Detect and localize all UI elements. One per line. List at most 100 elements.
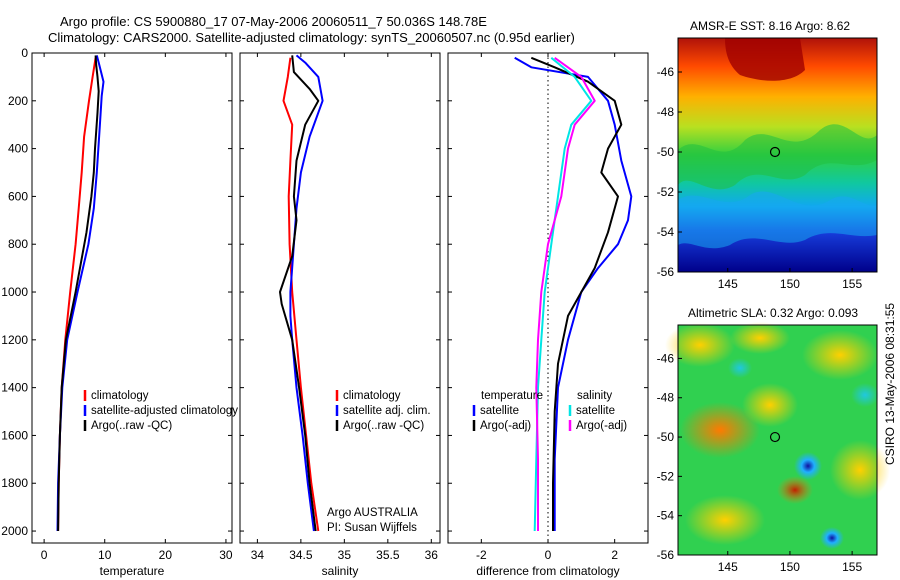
- legend-item-label: Argo(..raw -QC): [91, 420, 172, 432]
- figure-title-line1: Argo profile: CS 5900880_17 07-May-2006 …: [60, 14, 487, 29]
- x-tick-label: 35.5: [376, 548, 400, 562]
- x-tick-label: 2: [611, 548, 618, 562]
- map-y-tick-label: -46: [657, 65, 675, 79]
- legend-item-label: Argo(-adj): [480, 420, 531, 432]
- x-tick-label: 36: [425, 548, 439, 562]
- salinity-plot: 34 34.5 35 35.5 36 salinity climatology satelli…: [239, 52, 441, 578]
- legend-item-label: climatology: [343, 390, 401, 402]
- y-tick-label: 0: [21, 46, 28, 60]
- series-line: [57, 55, 100, 532]
- series-line: [514, 56, 633, 531]
- series-line: [535, 56, 596, 531]
- x-axis-label: temperature: [100, 564, 165, 578]
- legend-item-label: climatology: [91, 390, 149, 402]
- y-tick-label: 1600: [1, 428, 28, 442]
- temperature-plot: 0 10 20 30 0 200 400 600 800 1000 1200 1400 1600 1800…: [1, 46, 238, 578]
- map-y-tick-label: -54: [657, 225, 675, 239]
- sla-blob: [742, 383, 798, 427]
- x-tick-label: 34.5: [289, 548, 313, 562]
- legend-item-label: Argo(-adj): [576, 420, 627, 432]
- sla-map-frame: [677, 324, 878, 556]
- map-y-tick-label: -46: [657, 351, 675, 365]
- map-y-tick-label: -48: [657, 391, 675, 405]
- x-tick-label: 10: [98, 548, 112, 562]
- sst-warm-patch: [725, 38, 805, 81]
- sla-blob: [680, 402, 760, 458]
- y-tick-label: 1200: [1, 333, 28, 347]
- legend-item-label: satellite: [576, 405, 615, 417]
- map-y-tick-label: -50: [657, 430, 675, 444]
- y-tick-label: 200: [8, 94, 28, 108]
- difference-plot: -2 0 2 difference from climatology temperatu…: [447, 52, 649, 578]
- sst-argo-marker: [769, 146, 781, 158]
- x-axis-label: difference from climatology: [476, 564, 619, 578]
- legend: climatology satellite adj. clim. Argo(..ra…: [335, 390, 431, 432]
- sla-blob: [777, 476, 813, 504]
- y-tick-label: 2000: [1, 524, 28, 538]
- y-tick-label: 1000: [1, 285, 28, 299]
- sst-map-frame: [677, 37, 878, 273]
- sla-blob: [802, 330, 878, 380]
- map-y-tick-label: -50: [657, 145, 675, 159]
- sla-blob: [665, 323, 735, 367]
- series-line: [530, 56, 623, 531]
- y-tick-label: 600: [8, 189, 28, 203]
- x-tick-label: 0: [545, 548, 552, 562]
- sla-blob: [820, 527, 844, 549]
- series-group: [514, 56, 633, 532]
- legend: climatology satellite-adjusted climatolog…: [83, 390, 238, 432]
- sla-map-title: Altimetric SLA: 0.32 Argo: 0.093: [688, 306, 858, 320]
- legend-column-header: temperature: [481, 390, 543, 402]
- map-x-tick-label: 150: [780, 560, 800, 574]
- sla-blob: [794, 452, 822, 480]
- timestamp-label: CSIRO 13-May-2006 08:31:55: [883, 303, 897, 465]
- salinity-annotation-line2: PI: Susan Wijffels: [327, 522, 417, 534]
- sla-map: Altimetric SLA: 0.32 Argo: 0.093 145 150 1…: [657, 306, 890, 574]
- map-x-tick-label: 155: [842, 277, 862, 291]
- series-group: [279, 54, 324, 532]
- plot-frame: [447, 52, 649, 544]
- x-tick-label: 20: [159, 548, 173, 562]
- plot-frame: [239, 52, 441, 544]
- legend-item-label: satellite-adjusted climatology: [91, 405, 238, 417]
- plot-frame: [31, 52, 233, 544]
- map-x-tick-label: 145: [718, 277, 738, 291]
- series-group: [56, 55, 105, 532]
- y-tick-label: 1400: [1, 381, 28, 395]
- sla-blob: [728, 358, 752, 378]
- map-y-tick-label: -56: [657, 265, 675, 279]
- sst-front-cyan: [678, 191, 877, 249]
- x-tick-label: 30: [219, 548, 233, 562]
- y-tick-label: 800: [8, 237, 28, 251]
- map-y-tick-label: -56: [657, 548, 675, 562]
- sla-blob: [830, 440, 890, 500]
- legend-item-label: satellite adj. clim.: [343, 405, 431, 417]
- sla-argo-marker: [769, 431, 781, 443]
- x-tick-label: -2: [476, 548, 487, 562]
- sst-map-axes: 145 150 155 -46 -48 -50 -52 -54 -56: [657, 65, 863, 291]
- series-line: [279, 55, 320, 532]
- legend-item-label: Argo(..raw -QC): [343, 420, 424, 432]
- salinity-annotation-line1: Argo AUSTRALIA: [327, 507, 418, 519]
- y-tick-label: 1800: [1, 476, 28, 490]
- y-tick-label: 400: [8, 142, 28, 156]
- map-y-tick-label: -52: [657, 185, 675, 199]
- sst-map: AMSR-E SST: 8.16 Argo: 8.62 145 150 155 -46…: [657, 19, 878, 291]
- sst-map-title: AMSR-E SST: 8.16 Argo: 8.62: [690, 19, 850, 33]
- sla-blob: [685, 495, 765, 545]
- legend-item-label: satellite: [480, 405, 519, 417]
- sla-map-axes: 145 150 155 -46 -48 -50 -52 -54 -56: [657, 351, 863, 574]
- legend-column-header: salinity: [577, 390, 612, 402]
- x-tick-label: 35: [338, 548, 352, 562]
- map-x-tick-label: 145: [718, 560, 738, 574]
- legend: temperature satellite Argo(-adj) salinity sa…: [472, 390, 627, 432]
- map-x-tick-label: 155: [842, 560, 862, 574]
- map-y-tick-label: -48: [657, 105, 675, 119]
- sla-blob: [730, 322, 790, 354]
- sst-front-green: [678, 124, 877, 190]
- x-tick-label: 0: [41, 548, 48, 562]
- map-y-tick-label: -54: [657, 509, 675, 523]
- x-axis-label: salinity: [322, 564, 359, 578]
- x-tick-label: 34: [251, 548, 265, 562]
